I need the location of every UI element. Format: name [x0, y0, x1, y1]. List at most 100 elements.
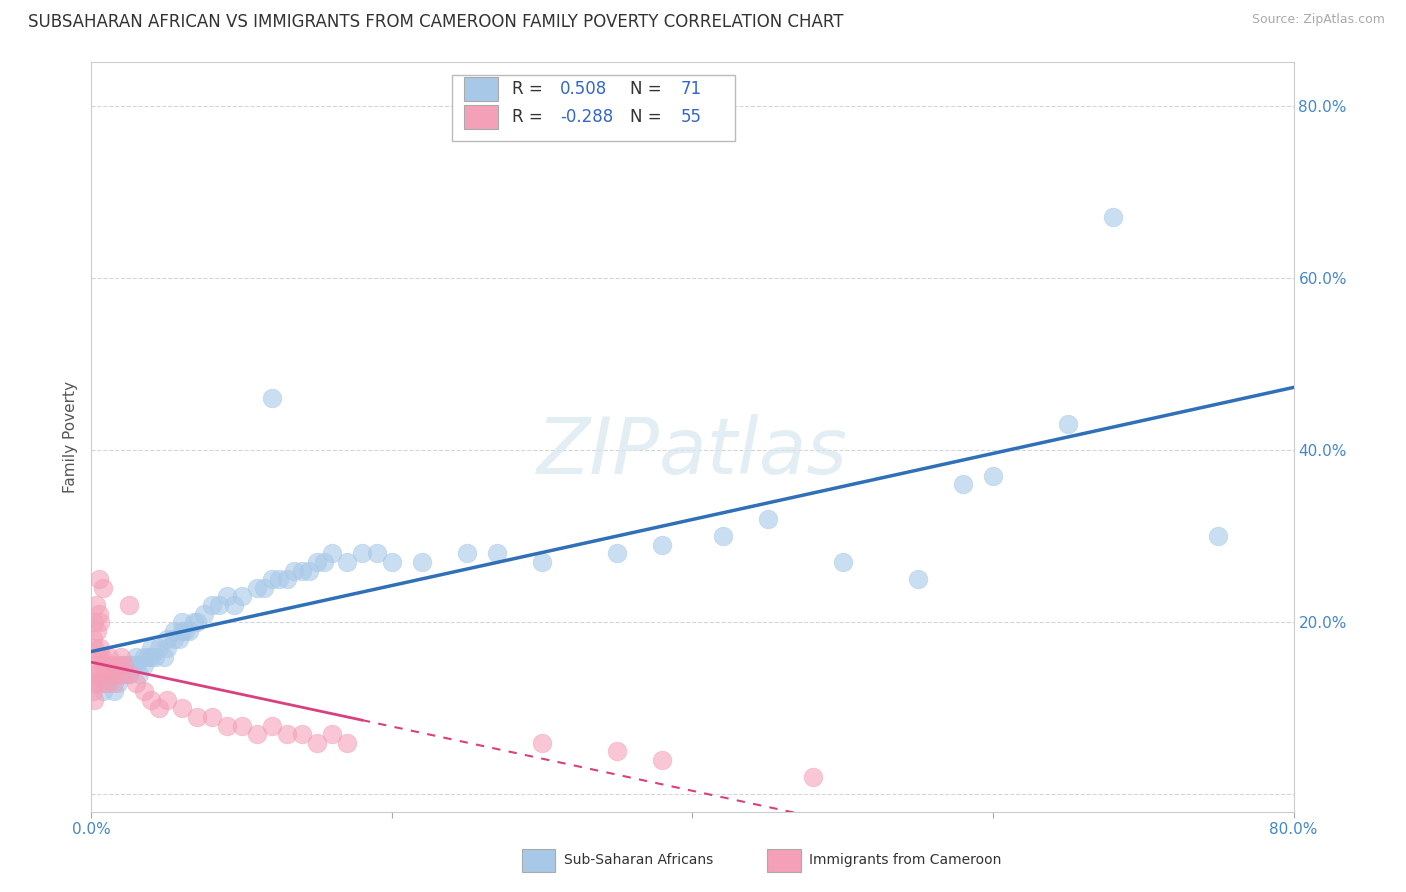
FancyBboxPatch shape: [522, 849, 555, 871]
Point: [98, 675, 121, 690]
Point: [82, 684, 104, 698]
Point: [269, 572, 291, 586]
Point: [141, 692, 163, 706]
Point: [246, 581, 269, 595]
Point: [981, 468, 1004, 483]
Point: [118, 667, 141, 681]
Point: [298, 564, 321, 578]
Point: [350, 546, 373, 560]
Point: [122, 658, 145, 673]
Point: [138, 649, 160, 664]
Point: [96, 675, 118, 690]
Point: [260, 718, 283, 732]
Text: 71: 71: [681, 79, 702, 97]
Point: [170, 624, 193, 638]
Point: [531, 555, 554, 569]
Point: [148, 641, 170, 656]
Point: [107, 675, 129, 690]
Point: [103, 667, 125, 681]
Point: [486, 546, 509, 560]
Point: [231, 590, 253, 604]
Point: [208, 598, 231, 612]
Point: [305, 736, 328, 750]
Point: [224, 598, 246, 612]
Point: [93, 658, 115, 673]
Text: SUBSAHARAN AFRICAN VS IMMIGRANTS FROM CAMEROON FAMILY POVERTY CORRELATION CHART: SUBSAHARAN AFRICAN VS IMMIGRANTS FROM CA…: [28, 13, 844, 31]
Point: [87, 649, 110, 664]
Point: [93, 581, 115, 595]
Point: [87, 607, 110, 621]
Point: [170, 701, 193, 715]
Point: [173, 624, 195, 638]
Point: [651, 538, 673, 552]
Point: [321, 727, 343, 741]
Point: [651, 753, 673, 767]
Point: [89, 641, 111, 656]
Point: [177, 624, 200, 638]
Point: [83, 675, 105, 690]
Point: [101, 658, 124, 673]
Point: [118, 598, 141, 612]
Point: [94, 667, 117, 681]
Text: N =: N =: [630, 108, 666, 126]
Text: 55: 55: [681, 108, 702, 126]
Point: [1208, 529, 1230, 543]
Point: [155, 641, 177, 656]
Point: [90, 649, 112, 664]
Point: [110, 667, 132, 681]
Point: [291, 727, 314, 741]
Point: [96, 658, 118, 673]
Point: [201, 598, 224, 612]
Point: [98, 667, 121, 681]
Point: [253, 581, 276, 595]
Point: [366, 546, 388, 560]
Text: R =: R =: [512, 108, 548, 126]
Point: [125, 649, 148, 664]
Point: [132, 658, 155, 673]
Text: Immigrants from Cameroon: Immigrants from Cameroon: [808, 854, 1001, 867]
Point: [314, 555, 336, 569]
Point: [83, 692, 105, 706]
Point: [170, 615, 193, 630]
Point: [84, 658, 107, 673]
Point: [141, 649, 163, 664]
Point: [952, 477, 974, 491]
Y-axis label: Family Poverty: Family Poverty: [63, 381, 79, 493]
Point: [1057, 417, 1080, 432]
Point: [167, 632, 190, 647]
Point: [87, 675, 110, 690]
Point: [104, 667, 127, 681]
Point: [114, 658, 136, 673]
Point: [114, 667, 136, 681]
Point: [756, 512, 779, 526]
Point: [86, 667, 108, 681]
Point: [531, 736, 554, 750]
Point: [163, 624, 186, 638]
Point: [215, 590, 238, 604]
Point: [93, 684, 115, 698]
Text: R =: R =: [512, 79, 548, 97]
Point: [283, 564, 305, 578]
Point: [82, 632, 104, 647]
Point: [96, 675, 118, 690]
Point: [125, 675, 148, 690]
Point: [110, 667, 132, 681]
Point: [89, 615, 111, 630]
Point: [186, 615, 208, 630]
Point: [801, 770, 824, 784]
Point: [98, 649, 121, 664]
Point: [246, 727, 269, 741]
Point: [381, 555, 404, 569]
Point: [83, 615, 105, 630]
Text: Sub-Saharan Africans: Sub-Saharan Africans: [564, 854, 713, 867]
Point: [155, 692, 177, 706]
Point: [711, 529, 734, 543]
Point: [107, 658, 129, 673]
Point: [456, 546, 478, 560]
Point: [148, 701, 170, 715]
Point: [186, 710, 208, 724]
Point: [83, 641, 105, 656]
Point: [125, 658, 148, 673]
Point: [132, 684, 155, 698]
Point: [291, 564, 314, 578]
